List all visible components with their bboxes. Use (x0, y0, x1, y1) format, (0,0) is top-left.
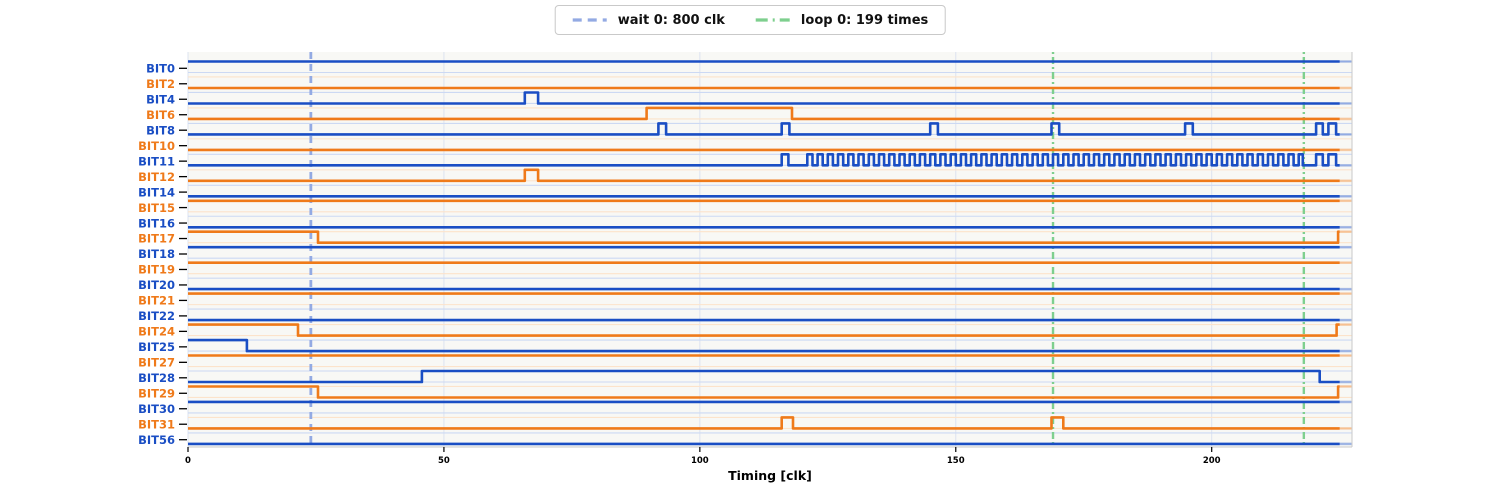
waveform-BIT6 (188, 106, 1340, 121)
waveform-BIT12 (188, 168, 1340, 183)
bit-label-BIT31: BIT31 (138, 417, 175, 431)
waveform-BIT4 (188, 91, 1340, 105)
bit-label-BIT16: BIT16 (138, 216, 175, 230)
loop-dashdot-line-icon (755, 18, 790, 22)
bit-label-BIT18: BIT18 (138, 247, 175, 261)
bit-label-BIT56: BIT56 (138, 433, 175, 447)
bit-label-BIT2: BIT2 (146, 77, 175, 91)
bit-label-BIT24: BIT24 (138, 325, 175, 339)
bit-label-BIT6: BIT6 (146, 108, 175, 122)
x-tick-label: 200 (1203, 456, 1221, 466)
bit-label-BIT11: BIT11 (138, 154, 175, 168)
bit-label-BIT14: BIT14 (138, 185, 175, 199)
waveform-BIT29 (188, 385, 1340, 399)
bit-label-BIT29: BIT29 (138, 386, 175, 400)
x-tick-label: 150 (947, 456, 965, 466)
waveform-BIT31 (188, 416, 1340, 430)
bit-label-BIT30: BIT30 (138, 402, 175, 416)
x-tick-label: 0 (185, 456, 191, 466)
bit-label-BIT12: BIT12 (138, 170, 175, 184)
bit-label-BIT10: BIT10 (138, 139, 175, 153)
waveform-BIT25 (188, 338, 1340, 353)
waveform-BIT11 (188, 153, 1340, 167)
bit-label-BIT28: BIT28 (138, 371, 175, 385)
bit-label-BIT0: BIT0 (146, 62, 175, 76)
x-axis-label: Timing [clk] (728, 468, 812, 483)
bit-label-BIT25: BIT25 (138, 340, 175, 354)
x-tick-label: 100 (691, 456, 709, 466)
plot-background (188, 52, 1352, 447)
bit-label-BIT22: BIT22 (138, 309, 175, 323)
waveform-BIT28 (188, 369, 1340, 384)
bit-label-BIT15: BIT15 (138, 201, 175, 215)
bit-label-BIT20: BIT20 (138, 278, 175, 292)
legend-label-loop: loop 0: 199 times (800, 12, 929, 28)
bit-label-BIT17: BIT17 (138, 232, 175, 246)
wait-dashed-line-icon (572, 18, 607, 22)
waveform-BIT24 (188, 323, 1340, 337)
waveform-BIT8 (188, 122, 1340, 136)
legend-item-wait: wait 0: 800 clk (572, 13, 725, 28)
bit-label-BIT19: BIT19 (138, 263, 175, 277)
legend-label-wait: wait 0: 800 clk (617, 12, 725, 28)
bit-label-BIT27: BIT27 (138, 356, 175, 370)
legend: wait 0: 800 clk loop 0: 199 times (554, 5, 946, 35)
legend-item-loop: loop 0: 199 times (755, 13, 928, 28)
bit-label-BIT4: BIT4 (146, 92, 175, 106)
bit-label-BIT8: BIT8 (146, 123, 175, 137)
bit-label-BIT21: BIT21 (138, 294, 175, 308)
waveform-BIT17 (188, 230, 1340, 244)
x-tick-label: 50 (438, 456, 450, 466)
